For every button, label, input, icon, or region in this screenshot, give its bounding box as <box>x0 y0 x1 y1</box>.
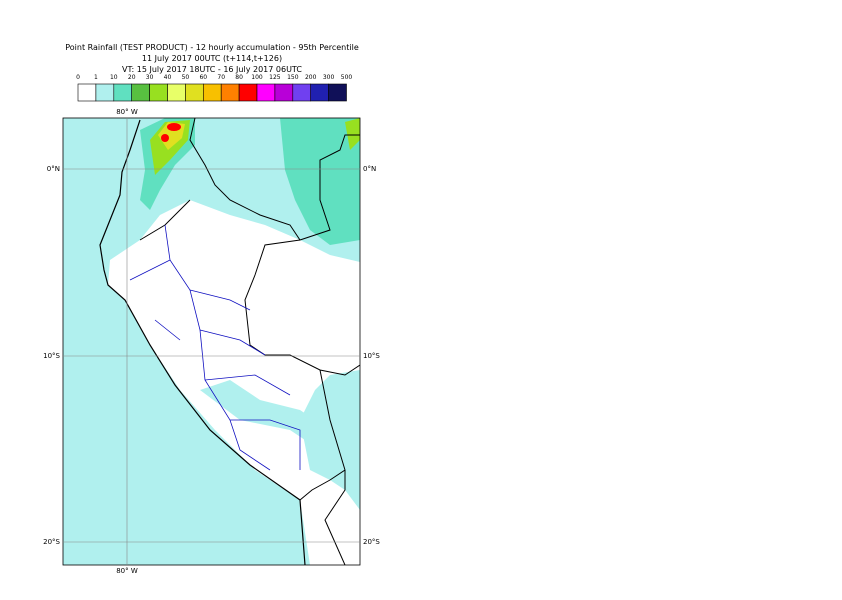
map: 80° W 80° W 0°N 0°N 10°S 10°S 20°S 20°S <box>43 108 380 575</box>
validity-time: VT: 15 July 2017 18UTC - 16 July 2017 06… <box>122 65 302 74</box>
colorbar-swatch <box>113 83 133 102</box>
colorbar-swatch <box>131 83 150 102</box>
colorbar-label: 40 <box>164 74 172 81</box>
wet-area <box>200 380 345 460</box>
colorbar-label: 125 <box>269 74 281 81</box>
issue-time: 11 July 2017 00UTC (t+114,t+126) <box>142 54 282 63</box>
colorbar-swatch <box>220 83 240 102</box>
lat-label: 10°S <box>43 352 60 360</box>
map-frame <box>62 117 361 566</box>
colorbar-swatch <box>95 83 115 102</box>
dry-land <box>180 270 240 340</box>
colorbar-swatch <box>149 83 168 102</box>
colorbar-swatch <box>310 83 329 102</box>
colorbar-swatch <box>274 83 294 102</box>
colorbar-swatch <box>238 83 258 102</box>
lon-label: 80° W <box>116 567 138 575</box>
colorbar-swatch <box>77 83 97 102</box>
colorbar-label: 20 <box>128 74 136 81</box>
lat-label: 20°S <box>363 538 380 546</box>
coastline <box>99 119 306 565</box>
colorbar-label: 50 <box>182 74 190 81</box>
colorbar-label: 0 <box>76 74 80 81</box>
colorbar-label: 200 <box>305 74 317 81</box>
country-border <box>139 118 360 565</box>
colorbar-swatch <box>328 83 347 102</box>
colorbar-label: 70 <box>217 74 225 81</box>
lat-label: 0°N <box>363 165 376 173</box>
colorbar-swatch <box>256 83 276 102</box>
lon-label: 80° W <box>116 108 138 116</box>
colorbar-label: 10 <box>110 74 118 81</box>
colorbar-swatch <box>292 83 311 102</box>
colorbar: 0 1 10 20 30 40 50 60 70 80 100 125 150 200 300 500 <box>76 74 353 102</box>
rain-core <box>167 123 181 131</box>
colorbar-label: 60 <box>199 74 207 81</box>
colorbar-swatch <box>185 83 204 102</box>
lat-label: 10°S <box>363 352 380 360</box>
colorbar-swatch <box>203 83 222 102</box>
dry-land <box>108 200 360 565</box>
region-border <box>129 224 301 471</box>
colorbar-label: 500 <box>341 74 353 81</box>
colorbar-label: 80 <box>235 74 243 81</box>
colorbar-label: 150 <box>287 74 299 81</box>
graticule <box>63 118 360 565</box>
colorbar-label: 1 <box>94 74 98 81</box>
lat-label: 0°N <box>47 165 60 173</box>
rain-area <box>345 118 360 150</box>
title: Point Rainfall (TEST PRODUCT) - 12 hourl… <box>65 43 359 52</box>
lat-label: 20°S <box>43 538 60 546</box>
colorbar-label: 300 <box>323 74 335 81</box>
colorbar-swatch <box>167 83 186 102</box>
colorbar-label: 100 <box>251 74 263 81</box>
colorbar-label: 30 <box>146 74 154 81</box>
rain-core <box>161 134 169 142</box>
